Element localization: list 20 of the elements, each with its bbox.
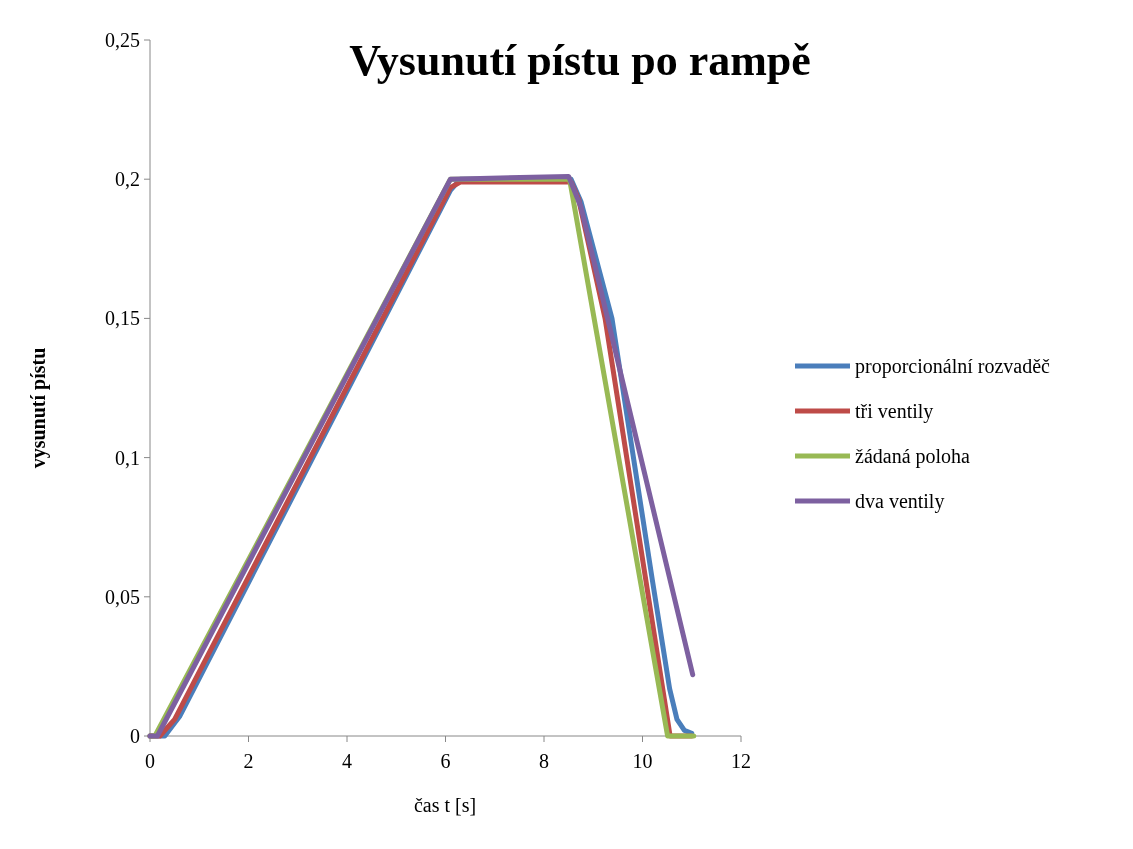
chart-title: Vysunutí pístu po rampě: [349, 36, 811, 85]
x-tick-label: 12: [731, 750, 751, 772]
y-tick-label: 0,2: [115, 168, 140, 191]
legend-label: tři ventily: [855, 400, 934, 423]
x-axis-title: čas t [s]: [413, 794, 477, 816]
x-tick-label: 0: [145, 750, 155, 772]
y-tick-label: 0,25: [105, 29, 140, 51]
y-tick-label: 0,15: [105, 307, 140, 330]
y-tick-label: 0,05: [105, 585, 140, 608]
legend-label: žádaná poloha: [855, 445, 971, 468]
legend-label: proporcionální rozvaděč: [855, 355, 1051, 378]
x-tick-label: 10: [632, 750, 653, 772]
x-tick-label: 8: [539, 750, 549, 772]
x-tick-label: 2: [243, 750, 254, 772]
y-tick-label: 0,1: [115, 446, 140, 469]
y-axis-title: vysunutí pístu: [27, 347, 50, 469]
x-tick-label: 4: [342, 750, 352, 772]
y-tick-label: 0: [130, 725, 140, 747]
legend-label: dva ventily: [855, 490, 945, 513]
x-tick-label: 6: [440, 750, 451, 772]
